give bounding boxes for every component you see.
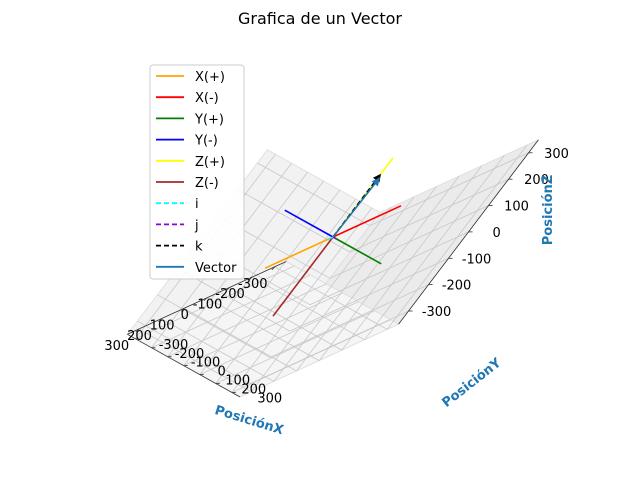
- grid-line-y: [215, 310, 375, 384]
- x-tick-mark: [158, 318, 162, 323]
- y-tick-label: -300: [159, 338, 189, 353]
- series-line-x: [332, 205, 402, 238]
- grid-line-z: [137, 320, 251, 385]
- x-tick-mark: [203, 297, 208, 302]
- y-tick-label: -200: [175, 347, 205, 362]
- grid-line-y: [183, 292, 343, 366]
- chart-title: Grafica de un Vector: [238, 9, 402, 28]
- x-tick-label: 300: [104, 339, 129, 354]
- grid-line-y: [167, 283, 327, 358]
- grid-line-y: [135, 265, 295, 340]
- x-tick-label: 100: [150, 318, 175, 333]
- legend-label: X(+): [195, 70, 225, 85]
- z-axis-label: PosiciónZ: [541, 175, 556, 245]
- z-tick-label: -200: [442, 279, 472, 294]
- x-tick-label: -100: [193, 298, 223, 313]
- legend-label: j: [194, 218, 199, 233]
- grid-line-z: [289, 257, 449, 332]
- grid-line-z: [369, 152, 529, 226]
- x-tick-label: 200: [127, 329, 152, 344]
- z-tick-label: 300: [544, 147, 569, 162]
- x-tick-label: -200: [215, 287, 245, 302]
- series-line-y: [332, 236, 382, 265]
- series-line-y: [284, 209, 334, 238]
- z-tick-label: 100: [504, 200, 529, 215]
- y-tick-label: 0: [218, 365, 226, 380]
- grid-line-z: [309, 231, 469, 306]
- legend: X(+) X(-) Y(+) Y(-) Z(+) Z(-) ijk Vector: [149, 64, 245, 280]
- series-lines: [264, 157, 402, 317]
- z-tick-label: -300: [422, 305, 452, 320]
- y-axis-label: PosiciónY: [439, 355, 504, 411]
- x-tick-mark: [180, 308, 185, 312]
- z-tick-label: 200: [524, 173, 549, 188]
- series-line-x: [264, 236, 334, 269]
- grid-lines: [127, 139, 539, 398]
- grid-line-z: [249, 310, 409, 385]
- x-tick-mark: [226, 287, 230, 291]
- y-tick-label: 100: [225, 374, 250, 389]
- legend-label: Z(-): [195, 176, 219, 191]
- arrow-head: [371, 177, 380, 187]
- series-line-i: [328, 236, 334, 240]
- x-tick-mark: [135, 328, 140, 333]
- series-line-z: [272, 236, 334, 317]
- grid-line-z: [329, 205, 489, 279]
- y-tick-label: 300: [257, 392, 282, 407]
- grid-line-z: [157, 294, 271, 358]
- y-tick-label: 200: [241, 383, 266, 398]
- grid-line-z: [237, 189, 351, 253]
- legend-label: Y(-): [194, 134, 218, 149]
- grid-line-z: [269, 284, 429, 358]
- grid-line-y: [199, 301, 359, 375]
- legend-label: X(-): [195, 91, 219, 106]
- grid-line-y: [151, 274, 311, 349]
- legend-label: k: [195, 240, 203, 255]
- series-line-vector: [332, 177, 381, 238]
- z-tick-label: -100: [462, 252, 492, 267]
- x-axis-label: PosiciónX: [213, 403, 285, 438]
- x-tick-mark: [271, 266, 276, 271]
- legend-label: Y(+): [194, 112, 224, 127]
- y-tick-label: -100: [191, 356, 221, 371]
- z-tick-label: 0: [492, 226, 500, 241]
- legend-label: i: [195, 197, 199, 212]
- x-tick-mark: [248, 276, 253, 281]
- z-axis-line: [398, 139, 539, 325]
- x-tick-label: 0: [181, 308, 189, 323]
- series-line-k: [332, 173, 382, 238]
- legend-label: Z(+): [195, 155, 225, 170]
- legend-label: Vector: [195, 261, 237, 276]
- x-tick-label: -300: [238, 277, 268, 292]
- y-axis-line: [127, 333, 241, 398]
- grid-line-z: [349, 178, 509, 253]
